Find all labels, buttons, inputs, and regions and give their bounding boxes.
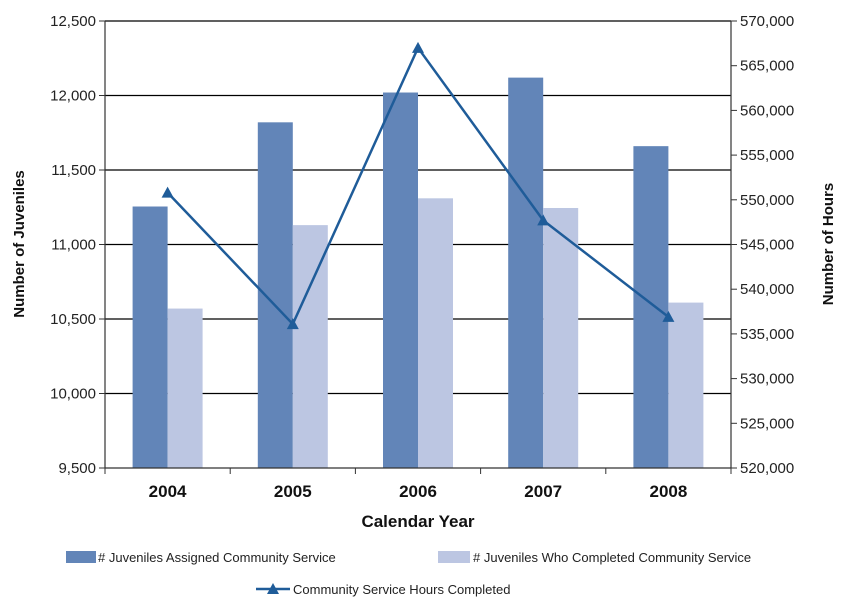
bar-completed-2005 bbox=[292, 225, 328, 468]
x-axis-ticks: 2004 2005 2006 2007 2008 bbox=[104, 468, 732, 501]
bar-completed-2008 bbox=[668, 302, 704, 468]
y2-tick-label: 525,000 bbox=[740, 415, 794, 432]
y-tick-label: 12,000 bbox=[50, 88, 96, 105]
legend-swatch-completed bbox=[438, 551, 470, 563]
bar-assigned-2006 bbox=[383, 92, 418, 469]
hours-line bbox=[161, 41, 675, 330]
y2-tick-label: 565,000 bbox=[740, 58, 794, 75]
y2-tick-label: 550,000 bbox=[740, 192, 794, 209]
x-tick-label-2005: 2005 bbox=[274, 482, 312, 501]
legend-label-assigned: # Juveniles Assigned Community Service bbox=[98, 550, 336, 565]
y2-tick-label: 520,000 bbox=[740, 460, 794, 477]
y-tick-label: 11,000 bbox=[51, 237, 96, 254]
y2-tick-label: 555,000 bbox=[740, 147, 794, 164]
bar-assigned-2004 bbox=[132, 206, 168, 468]
bar-assigned-2005 bbox=[257, 122, 293, 468]
y-tick-label: 10,000 bbox=[50, 386, 96, 403]
y2-tick-label: 560,000 bbox=[740, 102, 794, 119]
hours-point-2005 bbox=[286, 318, 299, 330]
bar-assigned-2008 bbox=[633, 146, 669, 468]
bar-completed-2007 bbox=[543, 207, 579, 468]
x-axis-title: Calendar Year bbox=[361, 512, 474, 531]
y2-tick-label: 530,000 bbox=[740, 371, 794, 388]
x-tick-label-2004: 2004 bbox=[149, 482, 187, 501]
x-tick-label-2008: 2008 bbox=[649, 482, 687, 501]
bar-completed-2006 bbox=[418, 198, 453, 468]
x-tick-label-2006: 2006 bbox=[399, 482, 437, 501]
hours-point-2008 bbox=[662, 310, 675, 322]
bars bbox=[132, 77, 704, 469]
y-tick-label: 11,500 bbox=[51, 162, 96, 179]
y2-axis-title: Number of Hours bbox=[820, 183, 837, 306]
hours-point-2004 bbox=[161, 186, 174, 198]
left-axis-ticks: 9,500 10,000 10,500 11,000 11,500 12,000 12,50… bbox=[50, 13, 105, 477]
y2-tick-label: 540,000 bbox=[740, 281, 794, 298]
legend-label-completed: # Juveniles Who Completed Community Serv… bbox=[473, 550, 751, 565]
legend-marker-hours bbox=[267, 583, 279, 594]
legend-label-hours: Community Service Hours Completed bbox=[293, 582, 510, 597]
y2-tick-label: 535,000 bbox=[740, 326, 794, 343]
hours-point-2007 bbox=[537, 214, 550, 226]
y-tick-label: 12,500 bbox=[50, 13, 96, 30]
y2-tick-label: 545,000 bbox=[740, 237, 794, 254]
y-tick-label: 9,500 bbox=[58, 460, 96, 477]
hours-point-2006 bbox=[412, 41, 424, 53]
right-axis-ticks: 520,000 525,000 530,000 535,000 540,000 545,0… bbox=[731, 13, 794, 477]
bar-assigned-2007 bbox=[508, 77, 544, 469]
y2-tick-label: 570,000 bbox=[740, 13, 794, 30]
y-axis-title: Number of Juveniles bbox=[11, 170, 28, 318]
legend-swatch-assigned bbox=[66, 551, 96, 563]
bar-completed-2004 bbox=[167, 308, 203, 468]
x-tick-label-2007: 2007 bbox=[524, 482, 562, 501]
legend: # Juveniles Assigned Community Service #… bbox=[66, 550, 751, 597]
y-tick-label: 10,500 bbox=[50, 311, 96, 328]
